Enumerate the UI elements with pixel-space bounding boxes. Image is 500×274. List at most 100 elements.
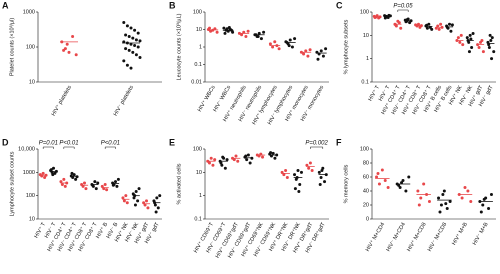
panel-letter: A (2, 0, 9, 10)
y-tick-label: 0.01 (191, 79, 202, 85)
data-point (293, 187, 297, 191)
data-point (225, 27, 229, 31)
data-point (71, 34, 75, 38)
data-point (386, 186, 390, 189)
p-value: P=0.01 (39, 141, 58, 147)
data-point (111, 183, 115, 187)
data-point (136, 45, 140, 49)
y-tick-label: 0.1 (194, 216, 202, 222)
p-value: P=0.002 (305, 141, 328, 147)
data-point (220, 163, 224, 167)
y-tick-label: 60 (363, 174, 369, 180)
significance-bracket (42, 146, 54, 149)
data-point (153, 203, 157, 207)
data-point (319, 49, 323, 53)
data-point (399, 26, 403, 30)
data-point (324, 47, 328, 51)
data-point (223, 166, 227, 170)
data-point (463, 186, 467, 189)
panel-letter: D (2, 137, 9, 147)
data-point (449, 29, 453, 33)
data-point (430, 27, 434, 31)
y-tick-label: 0 (366, 216, 369, 222)
data-point (398, 186, 402, 189)
data-point (127, 48, 131, 52)
data-point (262, 30, 266, 34)
y-tick-label: 10 (29, 79, 35, 85)
y-tick-label: 80 (363, 160, 369, 166)
data-point (297, 190, 301, 194)
data-point (481, 203, 485, 207)
p-value: P<0.01 (101, 141, 120, 147)
x-tick-label: HIV⁻ M+B (472, 221, 490, 246)
data-point (307, 166, 311, 170)
data-point (257, 31, 261, 35)
data-point (215, 30, 219, 34)
data-point (321, 166, 325, 170)
data-point (469, 37, 473, 41)
data-point (293, 173, 297, 177)
data-point (488, 33, 492, 37)
data-point (290, 45, 294, 49)
data-point (437, 27, 441, 31)
data-point (143, 203, 147, 207)
data-point (146, 206, 150, 210)
data-point (242, 30, 246, 34)
data-point (125, 63, 129, 67)
data-point (129, 26, 133, 30)
y-tick-label: 1000 (23, 170, 35, 176)
data-point (133, 44, 137, 48)
data-point (236, 159, 240, 163)
data-point (375, 14, 379, 18)
data-point (103, 183, 107, 187)
y-axis-label: Platelet counts (×10³/µl) (9, 18, 15, 77)
data-point (416, 189, 420, 193)
x-tick-label: HIV⁻ M+CD8 (427, 222, 448, 253)
data-point (114, 180, 117, 184)
data-point (437, 196, 441, 200)
data-point (213, 158, 217, 162)
data-point (271, 45, 275, 49)
data-point (124, 194, 128, 198)
data-point (405, 17, 409, 21)
data-point (470, 46, 474, 50)
data-point (417, 203, 421, 207)
data-point (427, 200, 431, 203)
data-point (477, 46, 481, 50)
data-point (323, 180, 327, 184)
panel-letter: F (336, 137, 342, 147)
data-point (74, 177, 78, 181)
data-point (293, 37, 297, 41)
data-point (154, 210, 158, 214)
data-point (129, 42, 133, 46)
data-point (43, 176, 47, 180)
data-point (245, 158, 249, 162)
data-point (129, 66, 133, 70)
data-point (158, 194, 162, 198)
data-point (246, 153, 250, 157)
data-point (479, 210, 483, 214)
y-tick-label: 1000 (23, 9, 35, 15)
data-point (487, 46, 491, 50)
data-point (115, 184, 119, 188)
data-point (59, 180, 63, 184)
significance-bracket (63, 146, 75, 149)
data-point (105, 188, 109, 192)
data-point (268, 42, 272, 46)
data-point (67, 50, 71, 54)
data-point (246, 29, 250, 33)
data-point (131, 50, 135, 54)
data-point (221, 155, 225, 159)
data-point (287, 44, 291, 48)
data-point (83, 181, 86, 185)
data-point (134, 190, 138, 194)
significance-bracket (310, 146, 324, 149)
data-point (461, 43, 465, 47)
data-point (469, 200, 473, 203)
data-point (209, 156, 213, 160)
data-point (465, 36, 469, 40)
y-axis-label: % memory cells (343, 164, 349, 203)
data-point (63, 184, 67, 188)
significance-bracket (397, 9, 409, 12)
data-point (489, 39, 493, 43)
